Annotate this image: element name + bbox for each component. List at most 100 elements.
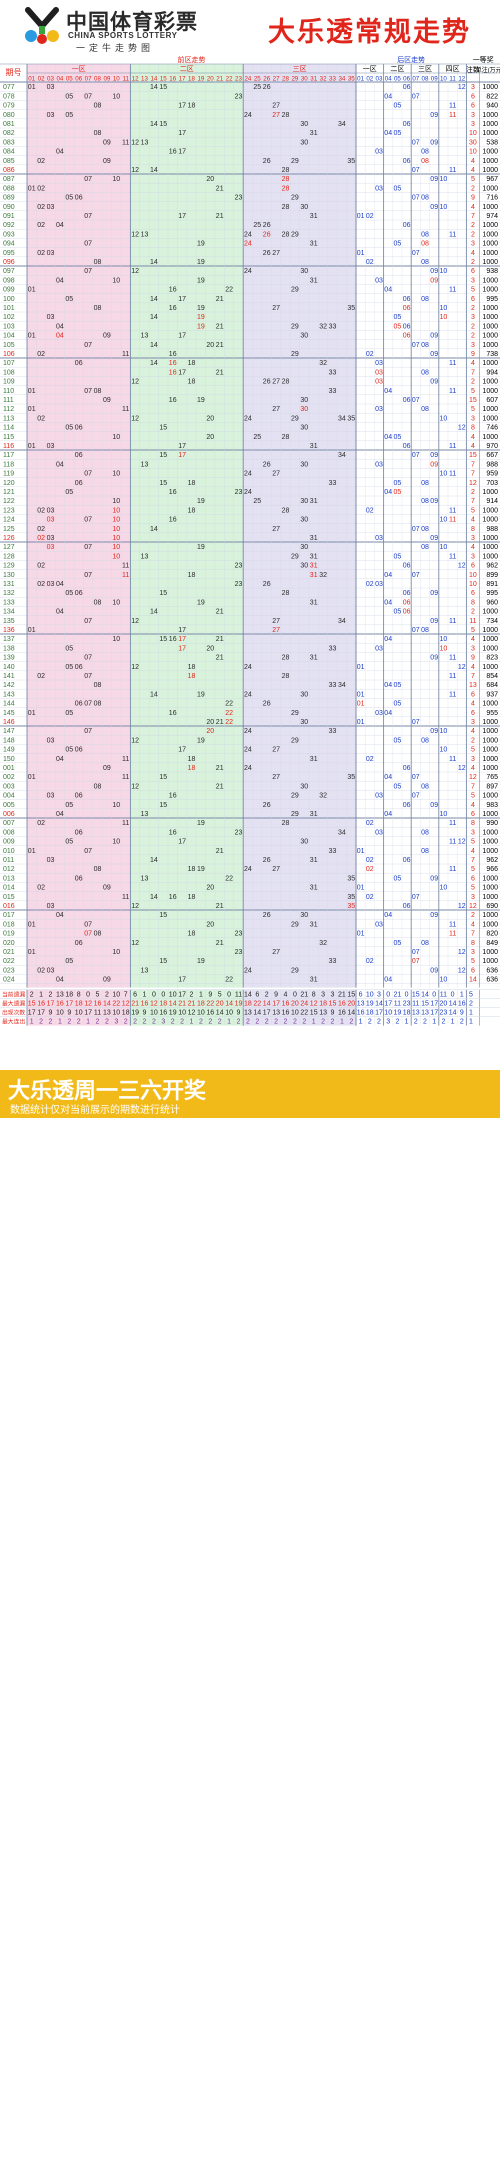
stats-back-value: 20 xyxy=(440,1001,448,1008)
prize-amount: 1000 xyxy=(482,305,498,312)
winner-count: 6 xyxy=(471,710,475,717)
stats-back-value: 14 xyxy=(375,1001,383,1008)
front-drawn-number: 21 xyxy=(216,342,224,349)
stats-front-value: 16 xyxy=(338,1001,346,1008)
back-zone-label: 四区 xyxy=(446,65,460,73)
back-drawn-number: 09 xyxy=(430,176,438,183)
issue-number: 117 xyxy=(3,452,14,459)
back-drawn-number: 04 xyxy=(384,977,392,984)
stats-front-value: 18 xyxy=(65,992,73,999)
back-drawn-number: 07 xyxy=(412,342,420,349)
back-drawn-number: 05 xyxy=(394,185,402,192)
issue-number: 083 xyxy=(3,139,15,146)
winner-count: 9 xyxy=(471,195,475,202)
back-number-tick: 12 xyxy=(458,76,465,83)
winner-count: 3 xyxy=(471,829,475,836)
issue-number: 129 xyxy=(3,563,15,570)
back-drawn-number: 05 xyxy=(394,701,402,708)
back-drawn-number: 12 xyxy=(458,839,466,846)
front-drawn-number: 03 xyxy=(47,507,55,514)
prize-amount: 1000 xyxy=(482,535,498,542)
back-drawn-number: 11 xyxy=(449,103,456,110)
prize-amount: 684 xyxy=(486,682,498,689)
back-number-tick: 03 xyxy=(376,76,383,83)
front-drawn-number: 34 xyxy=(338,452,346,459)
front-drawn-number: 24 xyxy=(244,747,252,754)
front-drawn-number: 22 xyxy=(225,701,233,708)
prize-amount: 1000 xyxy=(482,848,498,855)
back-drawn-number: 05 xyxy=(394,783,402,790)
winner-count: 6 xyxy=(471,811,475,818)
front-drawn-number: 22 xyxy=(225,710,233,717)
front-drawn-number: 28 xyxy=(282,185,290,192)
stats-front-value: 10 xyxy=(112,1010,120,1017)
front-drawn-number: 10 xyxy=(112,599,120,606)
front-drawn-number: 18 xyxy=(188,866,196,873)
front-drawn-number: 02 xyxy=(37,415,45,422)
issue-number: 112 xyxy=(3,406,14,413)
back-drawn-number: 09 xyxy=(430,204,438,211)
front-number-tick: 05 xyxy=(66,76,73,83)
stats-front-value: 9 xyxy=(274,992,278,999)
winner-count: 4 xyxy=(471,204,475,211)
stats-front-value: 2 xyxy=(96,1019,100,1026)
prize-amount: 765 xyxy=(486,774,498,781)
front-drawn-number: 26 xyxy=(263,158,271,165)
prize-amount: 988 xyxy=(486,461,498,468)
front-drawn-number: 31 xyxy=(310,921,318,928)
back-drawn-number: 06 xyxy=(403,802,411,809)
back-drawn-number: 11 xyxy=(449,931,456,938)
prize-amount: 1000 xyxy=(482,811,498,818)
stats-back-value: 23 xyxy=(440,1010,448,1017)
back-drawn-number: 04 xyxy=(384,710,392,717)
prize-amount: 1000 xyxy=(482,149,498,156)
front-drawn-number: 15 xyxy=(159,636,167,643)
stats-front-value: 22 xyxy=(112,1001,120,1008)
stats-front-value: 3 xyxy=(161,1019,165,1026)
back-drawn-number: 10 xyxy=(440,204,448,211)
front-drawn-number: 02 xyxy=(37,507,45,514)
back-drawn-number: 12 xyxy=(458,664,466,671)
stats-front-value: 1 xyxy=(143,992,147,999)
front-drawn-number: 05 xyxy=(65,296,73,303)
stats-front-value: 2 xyxy=(208,1019,212,1026)
front-drawn-number: 30 xyxy=(300,461,308,468)
china-sports-lottery-logo-icon xyxy=(25,7,59,44)
front-drawn-number: 31 xyxy=(310,572,318,579)
front-drawn-number: 26 xyxy=(263,912,271,919)
back-drawn-number: 11 xyxy=(449,756,456,763)
back-drawn-number: 12 xyxy=(458,84,466,91)
back-drawn-number: 01 xyxy=(357,885,365,892)
front-drawn-number: 04 xyxy=(56,333,64,340)
issue-number: 135 xyxy=(3,618,15,625)
front-drawn-number: 30 xyxy=(300,912,308,919)
back-drawn-number: 06 xyxy=(403,590,411,597)
front-drawn-number: 28 xyxy=(282,112,290,119)
prize-amount: 1000 xyxy=(482,241,498,248)
back-drawn-number: 09 xyxy=(430,535,438,542)
stats-front-value: 1 xyxy=(199,992,203,999)
front-drawn-number: 29 xyxy=(291,195,299,202)
winner-count: 2 xyxy=(471,185,475,192)
front-drawn-number: 17 xyxy=(178,333,186,340)
front-drawn-number: 11 xyxy=(122,756,129,763)
front-drawn-number: 02 xyxy=(37,204,45,211)
prize-amount: 1000 xyxy=(482,949,498,956)
front-drawn-number: 03 xyxy=(47,443,55,450)
back-drawn-number: 12 xyxy=(458,967,466,974)
back-drawn-number: 06 xyxy=(403,121,411,128)
front-drawn-number: 04 xyxy=(56,581,64,588)
winner-count: 12 xyxy=(469,774,477,781)
back-drawn-number: 05 xyxy=(394,875,402,882)
back-drawn-number: 08 xyxy=(421,498,429,505)
front-drawn-number: 35 xyxy=(347,415,355,422)
issue-number: 103 xyxy=(3,323,15,330)
stats-front-value: 17 xyxy=(65,1001,73,1008)
stats-front-value: 10 xyxy=(291,1010,299,1017)
stats-front-value: 2 xyxy=(49,1019,53,1026)
back-drawn-number: 03 xyxy=(375,379,383,386)
front-drawn-number: 07 xyxy=(84,176,92,183)
front-drawn-number: 13 xyxy=(141,461,149,468)
front-drawn-number: 05 xyxy=(65,195,73,202)
front-drawn-number: 12 xyxy=(131,737,139,744)
